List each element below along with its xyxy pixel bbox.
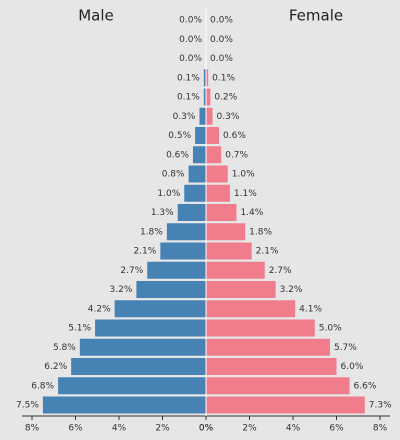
value-label: 7.3% [369, 401, 392, 411]
value-label: 5.8% [53, 343, 76, 353]
value-label: 0.1% [177, 93, 200, 103]
value-label: 2.1% [256, 247, 279, 257]
bar [206, 377, 350, 395]
bar [79, 338, 206, 356]
value-label: 0.6% [166, 150, 189, 160]
value-label: 1.1% [234, 189, 257, 199]
bar [206, 358, 337, 375]
value-label: 0.5% [168, 131, 191, 141]
bar [206, 261, 265, 279]
value-label: 5.7% [334, 343, 357, 353]
bar [206, 300, 296, 318]
x-tick-label: 4% [112, 424, 127, 434]
bar [160, 242, 206, 260]
series-title: Female [289, 7, 343, 25]
bar [206, 107, 213, 125]
value-label: 1.8% [140, 227, 163, 237]
value-label: 0.0% [179, 35, 202, 45]
value-label: 0.0% [210, 16, 233, 26]
value-label: 3.2% [110, 285, 133, 295]
value-label: 0.0% [210, 54, 233, 64]
series-title: Male [78, 7, 114, 25]
bar [95, 319, 206, 337]
value-label: 1.8% [249, 227, 272, 237]
value-label: 0.3% [217, 112, 240, 122]
value-label: 0.0% [179, 54, 202, 64]
bar [206, 396, 365, 414]
value-label: 0.6% [223, 131, 246, 141]
x-tick-label: 8% [25, 424, 40, 434]
bar [166, 223, 206, 241]
value-label: 6.8% [31, 381, 54, 391]
value-label: 1.3% [151, 208, 174, 218]
value-label: 0.7% [225, 150, 248, 160]
x-tick-label: 8% [373, 424, 388, 434]
value-label: 6.6% [354, 381, 377, 391]
value-label: 6.2% [44, 362, 67, 372]
bar [184, 184, 206, 202]
value-label: 0.1% [177, 73, 200, 83]
bar [206, 146, 222, 164]
value-label: 0.0% [210, 35, 233, 45]
bar [206, 88, 211, 106]
bar [206, 242, 252, 260]
bar [42, 396, 206, 414]
bar [136, 281, 206, 298]
x-tick-label: 2% [155, 424, 170, 434]
x-tick-label: 6% [329, 424, 344, 434]
x-tick-label: 0% [199, 424, 214, 434]
x-tick-label: 6% [68, 424, 83, 434]
x-tick-label: 4% [286, 424, 301, 434]
bar [206, 204, 237, 221]
value-label: 7.5% [16, 401, 39, 411]
value-label: 0.0% [179, 16, 202, 26]
bar [71, 358, 207, 375]
value-label: 5.1% [68, 324, 91, 334]
bar [206, 184, 230, 202]
bar [58, 377, 206, 395]
value-label: 2.7% [269, 266, 292, 276]
bar [192, 146, 206, 164]
bar [195, 127, 206, 144]
bar [206, 338, 330, 356]
value-label: 2.1% [133, 247, 156, 257]
bar [203, 69, 206, 87]
value-label: 0.2% [214, 93, 237, 103]
value-label: 1.0% [232, 170, 255, 180]
bar [203, 88, 206, 106]
x-tick-label: 0% [199, 424, 214, 434]
value-label: 0.3% [173, 112, 196, 122]
value-label: 4.1% [299, 304, 322, 314]
value-label: 1.4% [240, 208, 263, 218]
bar [206, 281, 276, 298]
bar [147, 261, 206, 279]
bar [206, 223, 246, 241]
value-label: 0.1% [212, 73, 235, 83]
value-label: 1.0% [157, 189, 180, 199]
bar [206, 319, 315, 337]
value-label: 0.8% [162, 170, 185, 180]
bar [206, 69, 209, 87]
x-tick-label: 2% [242, 424, 257, 434]
value-label: 4.2% [88, 304, 111, 314]
bar [114, 300, 206, 318]
value-label: 6.0% [341, 362, 364, 372]
bar [199, 107, 206, 125]
value-label: 3.2% [280, 285, 303, 295]
value-label: 5.0% [319, 324, 342, 334]
bar [177, 204, 206, 221]
bar [206, 127, 220, 144]
bar [206, 165, 228, 183]
bar [188, 165, 206, 183]
value-label: 2.7% [120, 266, 143, 276]
